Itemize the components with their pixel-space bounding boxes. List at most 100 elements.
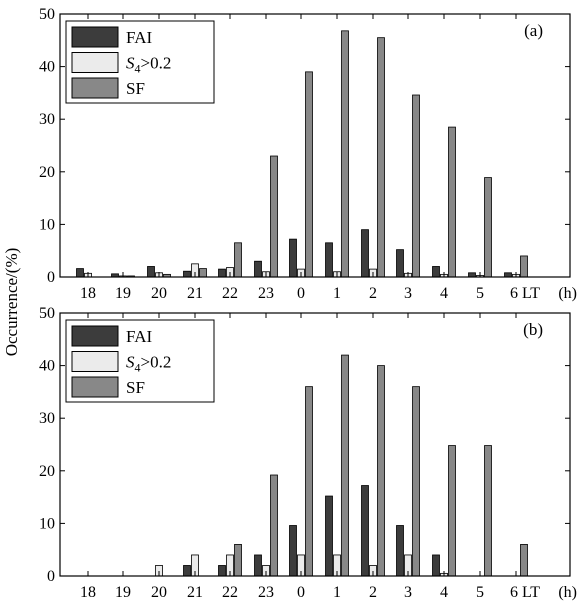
bar-fai-4 xyxy=(432,554,440,577)
x-tick-label: 5 xyxy=(476,584,484,601)
x-tick-label: 2 xyxy=(369,285,377,302)
bar-sf-21 xyxy=(199,268,207,278)
bar-sf-5 xyxy=(484,445,492,577)
bar-fai-1 xyxy=(325,495,333,577)
x-tick-label: 5 xyxy=(476,285,484,302)
bar-sf-0 xyxy=(305,386,313,577)
y-tick-label: 30 xyxy=(39,111,55,128)
x-tick-label: 19 xyxy=(115,285,131,302)
bar-fai-3 xyxy=(396,249,404,278)
bar-fai-20 xyxy=(147,266,155,278)
bar-fai-6lt xyxy=(504,272,512,278)
bar-fai-21 xyxy=(183,270,191,278)
y-tick-label: 20 xyxy=(39,164,55,181)
bar-sf-3 xyxy=(412,386,420,577)
bar-fai-22 xyxy=(218,565,226,577)
y-tick-label: 40 xyxy=(39,59,55,76)
bar-fai-0 xyxy=(289,525,297,577)
x-tick-label: 18 xyxy=(80,285,96,302)
x-tick-label: 6 LT xyxy=(510,584,540,601)
bar-sf-23 xyxy=(270,155,278,278)
legend-entry: SF xyxy=(126,378,145,397)
x-tick-label: 3 xyxy=(404,584,412,601)
legend: FAI S4>0.2 SF xyxy=(65,20,215,104)
bar-sf-22 xyxy=(234,242,242,278)
x-tick-label: 22 xyxy=(222,285,238,302)
x-tick-label: 1 xyxy=(333,584,341,601)
bar-fai-0 xyxy=(289,238,297,278)
bar-fai-18 xyxy=(76,268,84,278)
bar-sf-5 xyxy=(484,177,492,278)
legend-swatch xyxy=(71,376,119,398)
legend-swatch xyxy=(71,325,119,347)
bar-fai-22 xyxy=(218,268,226,278)
x-tick-label: 6 LT xyxy=(510,285,540,302)
bar-sf-1 xyxy=(341,30,349,278)
x-tick-label: 19 xyxy=(115,584,131,601)
plot-frame xyxy=(59,13,571,278)
legend-entry: FAI xyxy=(126,327,152,346)
bar-fai-2 xyxy=(361,485,369,577)
bar-fai-2 xyxy=(361,229,369,278)
bar-sf-2 xyxy=(377,37,385,278)
bar-sf-6lt xyxy=(520,255,528,278)
y-tick-label: 30 xyxy=(39,410,55,427)
x-axis-unit: (h) xyxy=(558,584,577,601)
x-tick-label: 2 xyxy=(369,584,377,601)
legend: FAI S4>0.2 SF xyxy=(65,319,215,403)
x-tick-label: 4 xyxy=(440,285,448,302)
x-tick-label: 0 xyxy=(297,584,305,601)
panel-label: (b) xyxy=(523,320,543,339)
y-tick-label: 50 xyxy=(39,6,55,23)
bar-fai-4 xyxy=(432,266,440,278)
x-axis-unit: (h) xyxy=(558,285,577,302)
legend-swatch xyxy=(71,26,119,48)
x-tick-label: 18 xyxy=(80,584,96,601)
legend-entry: S4>0.2 xyxy=(126,54,171,76)
bar-sf-4 xyxy=(448,445,456,577)
legend-entry: S4>0.2 xyxy=(126,353,171,375)
x-tick-label: 23 xyxy=(258,584,274,601)
bar-sf-4 xyxy=(448,126,456,278)
x-tick-label: 21 xyxy=(187,285,203,302)
x-tick-label: 20 xyxy=(151,584,167,601)
bar-fai-23 xyxy=(254,554,262,577)
bar-fai-23 xyxy=(254,260,262,278)
plot-frame xyxy=(59,312,571,577)
y-tick-label: 20 xyxy=(39,463,55,480)
y-tick-label: 0 xyxy=(47,269,55,286)
bar-sf-2 xyxy=(377,365,385,577)
x-tick-label: 3 xyxy=(404,285,412,302)
bar-sf-6lt xyxy=(520,544,528,577)
bar-fai-21 xyxy=(183,565,191,577)
bar-fai-5 xyxy=(468,272,476,278)
x-tick-label: 1 xyxy=(333,285,341,302)
panel-label: (a) xyxy=(524,21,543,40)
x-tick-label: 0 xyxy=(297,285,305,302)
bar-fai-1 xyxy=(325,242,333,278)
y-tick-label: 10 xyxy=(39,216,55,233)
bar-sf-22 xyxy=(234,544,242,577)
x-tick-label: 22 xyxy=(222,584,238,601)
bar-sf-23 xyxy=(270,474,278,577)
bar-sf-1 xyxy=(341,354,349,577)
bar-fai-3 xyxy=(396,525,404,577)
legend-entry: FAI xyxy=(126,28,152,47)
legend-swatch xyxy=(71,52,119,73)
legend-entry: SF xyxy=(126,79,145,98)
bar-sf-0 xyxy=(305,71,313,278)
y-axis-label: Occurrence/(%) xyxy=(2,248,21,357)
legend-swatch xyxy=(71,351,119,372)
y-tick-label: 50 xyxy=(39,305,55,322)
bar-sf-3 xyxy=(412,94,420,278)
y-tick-label: 0 xyxy=(47,568,55,585)
x-tick-label: 4 xyxy=(440,584,448,601)
y-tick-label: 40 xyxy=(39,358,55,375)
x-tick-label: 23 xyxy=(258,285,274,302)
legend-swatch xyxy=(71,77,119,99)
x-tick-label: 20 xyxy=(151,285,167,302)
